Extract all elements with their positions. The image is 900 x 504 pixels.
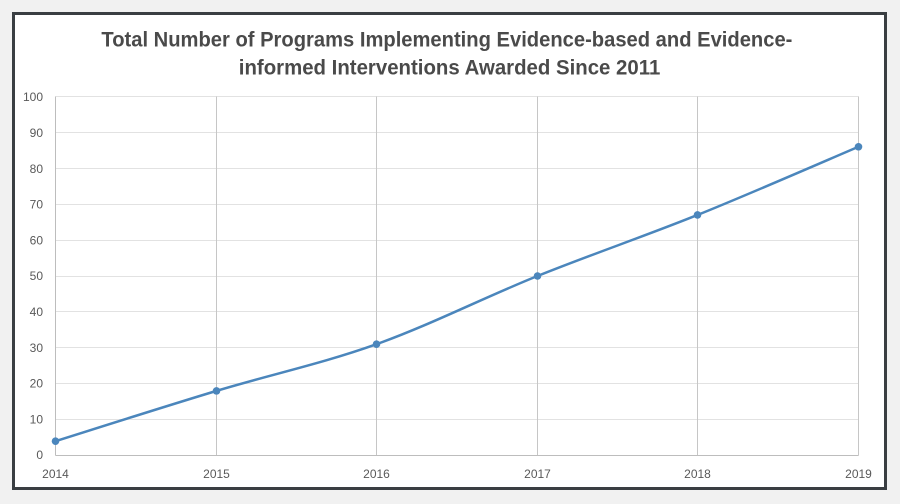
svg-text:0: 0	[36, 448, 43, 462]
svg-text:100: 100	[23, 90, 43, 104]
svg-text:2019: 2019	[845, 467, 872, 481]
svg-text:informed Interventions Awarded: informed Interventions Awarded Since 201…	[239, 55, 661, 79]
svg-text:30: 30	[30, 341, 44, 355]
svg-text:90: 90	[30, 126, 44, 140]
svg-text:60: 60	[30, 233, 44, 247]
svg-text:70: 70	[30, 198, 44, 212]
svg-text:2015: 2015	[203, 467, 230, 481]
svg-text:2017: 2017	[524, 467, 551, 481]
svg-text:40: 40	[30, 305, 44, 319]
svg-text:80: 80	[30, 162, 44, 176]
svg-text:20: 20	[30, 377, 44, 391]
svg-text:50: 50	[30, 269, 44, 283]
svg-text:2014: 2014	[42, 467, 69, 481]
svg-text:2016: 2016	[363, 467, 390, 481]
svg-text:2018: 2018	[684, 467, 711, 481]
svg-text:Total Number of Programs Imple: Total Number of Programs Implementing Ev…	[101, 27, 792, 51]
svg-text:10: 10	[30, 412, 44, 426]
